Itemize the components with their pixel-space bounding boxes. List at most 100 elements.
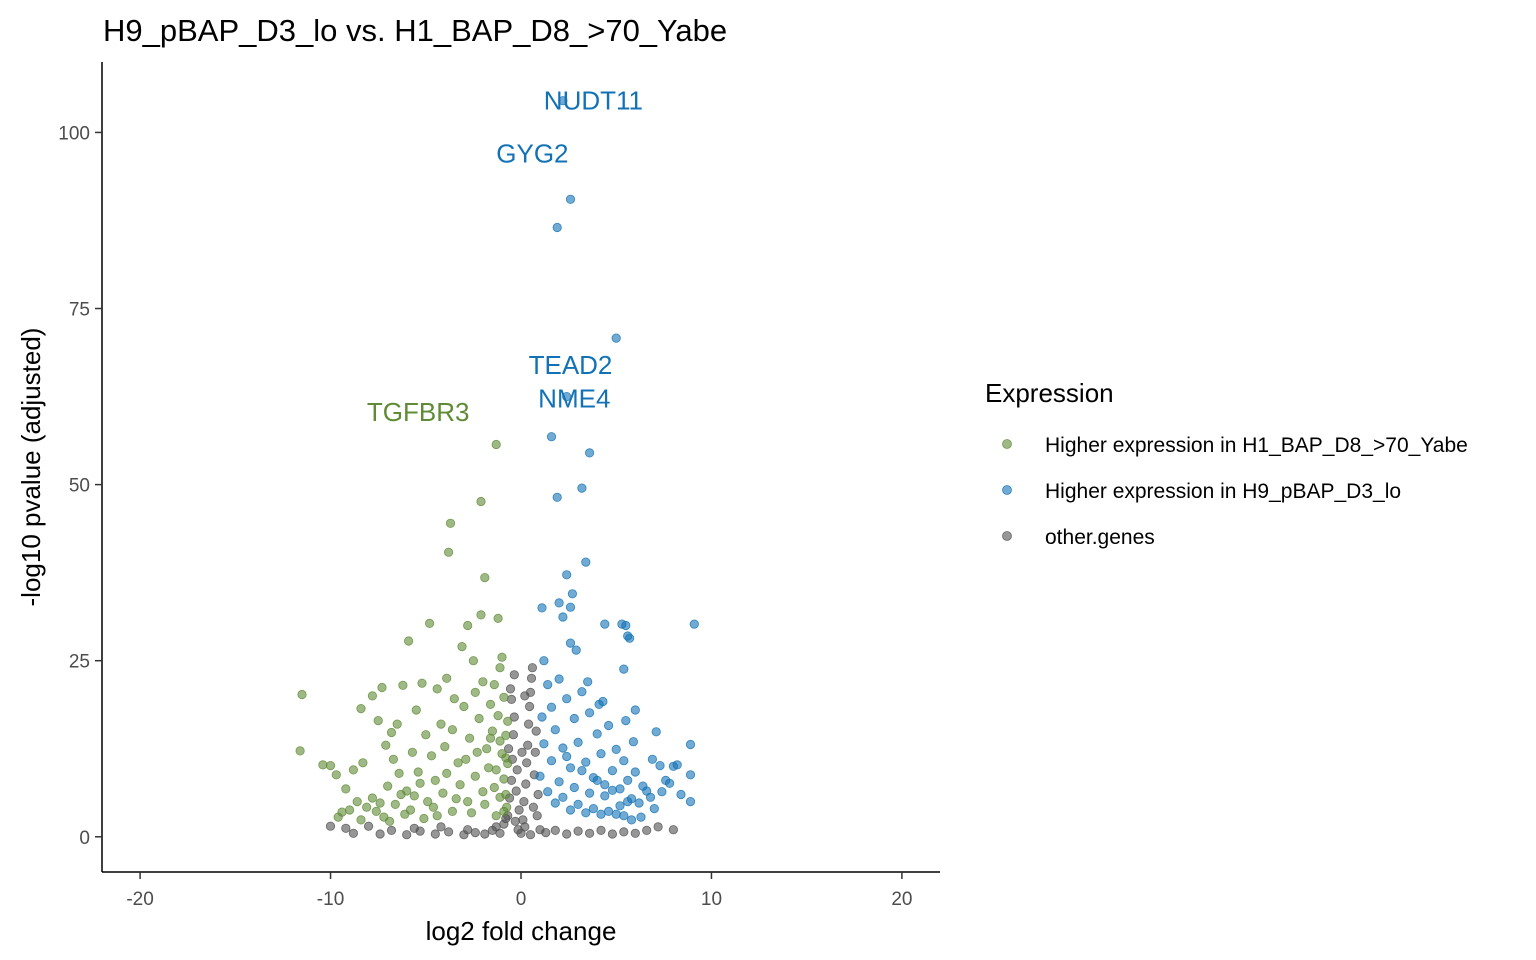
data-point — [394, 768, 404, 779]
data-point — [499, 692, 509, 702]
data-point — [584, 448, 595, 458]
x-tick-label: 20 — [891, 889, 912, 910]
data-point — [550, 825, 560, 836]
gene-label: NUDT11 — [544, 86, 643, 116]
data-point — [403, 636, 414, 646]
data-point — [373, 715, 383, 726]
data-point — [552, 492, 562, 502]
data-point — [415, 778, 425, 788]
data-point — [501, 789, 511, 800]
data-point — [463, 796, 473, 807]
data-point — [543, 787, 553, 797]
data-point — [525, 830, 536, 840]
data-point — [630, 705, 640, 715]
y-tick-label: 50 — [69, 476, 90, 497]
data-point — [358, 758, 368, 768]
data-point — [480, 829, 490, 839]
data-point — [619, 827, 629, 837]
data-point — [375, 829, 385, 839]
data-point — [485, 733, 496, 743]
data-point — [514, 805, 524, 815]
legend-swatch — [1002, 485, 1012, 495]
x-axis-ticks: -20 -10 0 10 20 — [126, 872, 912, 910]
data-point — [653, 822, 663, 832]
data-point — [505, 684, 516, 694]
data-point — [611, 744, 621, 755]
data-point — [480, 799, 490, 810]
data-point — [442, 768, 452, 779]
data-point — [476, 610, 486, 620]
data-point — [577, 483, 587, 493]
data-point — [468, 656, 478, 666]
data-point — [573, 737, 583, 748]
data-point — [607, 785, 618, 795]
data-point — [344, 805, 355, 815]
gene-label: NME4 — [538, 384, 610, 414]
data-point — [519, 796, 529, 807]
data-point — [562, 694, 572, 704]
data-point — [482, 744, 492, 754]
data-point — [499, 774, 509, 784]
data-point — [491, 439, 501, 450]
legend-title: Expression — [985, 378, 1114, 408]
data-point — [506, 775, 517, 786]
data-point — [512, 765, 522, 775]
data-point — [668, 761, 679, 771]
data-point — [453, 758, 463, 768]
legend-label: other.genes — [1045, 526, 1155, 549]
data-point — [483, 763, 494, 773]
data-point — [405, 805, 416, 815]
data-point — [668, 825, 679, 835]
data-point — [386, 825, 397, 836]
data-point — [603, 806, 614, 817]
data-point — [503, 716, 513, 726]
data-point — [388, 754, 398, 764]
x-tick-label: 10 — [701, 889, 722, 910]
data-point — [569, 713, 579, 724]
data-point — [470, 771, 480, 781]
data-point — [603, 720, 614, 731]
data-point — [421, 730, 431, 740]
data-point — [528, 802, 539, 812]
data-point — [621, 715, 631, 726]
data-point — [485, 699, 496, 710]
data-point — [634, 798, 644, 808]
data-point — [503, 758, 513, 769]
data-point — [535, 771, 545, 781]
data-point — [562, 391, 572, 402]
x-tick-label: -10 — [317, 889, 344, 910]
data-point — [331, 770, 341, 780]
data-point — [325, 760, 336, 771]
data-point — [432, 684, 442, 694]
data-point — [554, 598, 564, 608]
data-point — [642, 825, 652, 836]
data-point — [537, 712, 547, 722]
data-point — [657, 787, 667, 797]
data-point — [493, 710, 503, 721]
data-point — [442, 673, 452, 683]
data-point — [495, 736, 505, 746]
data-point — [562, 829, 572, 839]
data-point — [474, 713, 484, 724]
data-point — [503, 744, 514, 754]
data-point — [645, 792, 656, 802]
y-tick-label: 0 — [79, 828, 90, 849]
data-point — [509, 670, 519, 680]
data-point — [371, 806, 381, 817]
data-point — [517, 747, 527, 757]
gene-label: TGFBR3 — [367, 397, 470, 427]
data-point — [573, 799, 583, 810]
data-point — [325, 821, 336, 831]
data-point — [651, 727, 661, 737]
data-point — [386, 727, 397, 738]
data-point — [501, 730, 511, 741]
data-point — [546, 432, 557, 442]
chart-title: H9_pBAP_D3_lo vs. H1_BAP_D8_>70_Yabe — [103, 13, 727, 48]
data-point — [584, 828, 595, 838]
data-point — [565, 638, 576, 648]
gene-annotations: NUDT11 GYG2 TEAD2 NME4 TGFBR3 — [367, 86, 643, 427]
x-axis-title: log2 fold change — [426, 916, 617, 946]
data-point — [583, 677, 593, 687]
data-point — [581, 557, 591, 567]
data-point — [383, 781, 393, 791]
